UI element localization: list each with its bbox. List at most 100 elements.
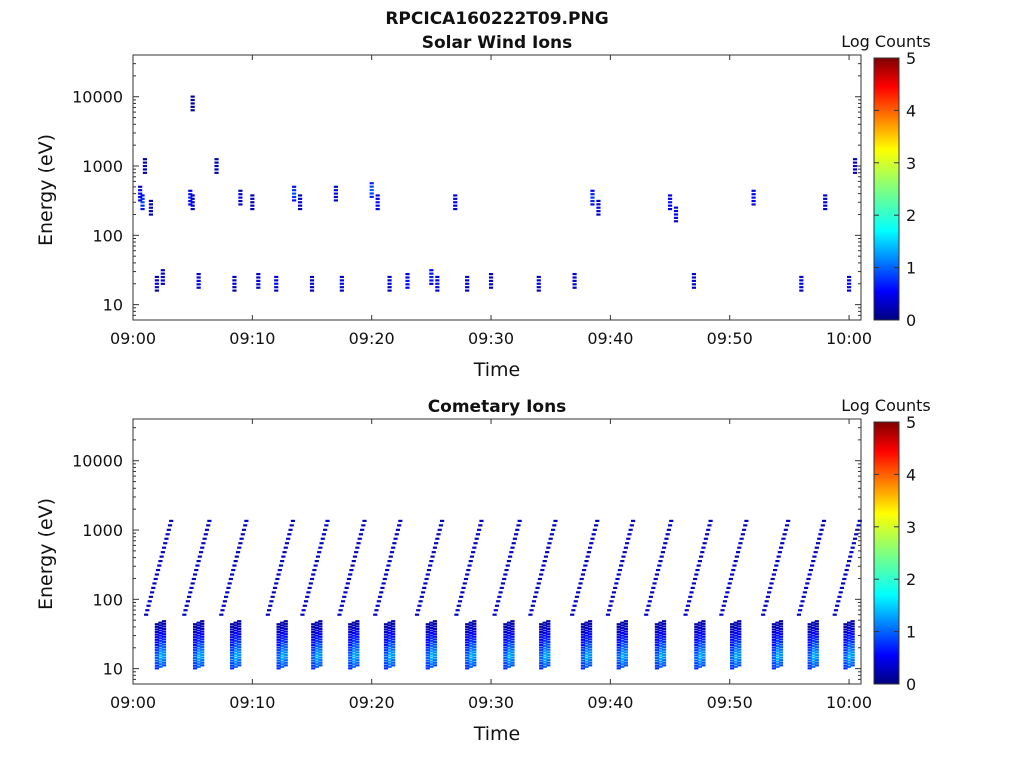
- heatmap-cell: [687, 600, 692, 603]
- heatmap-cell: [654, 651, 660, 654]
- heatmap-cell: [229, 625, 235, 628]
- heatmap-cell: [235, 551, 241, 554]
- heatmap-cell: [432, 648, 438, 651]
- heatmap-cell: [256, 272, 261, 276]
- heatmap-cell: [385, 568, 390, 572]
- heatmap-cell: [196, 286, 201, 289]
- heatmap-cell: [539, 630, 544, 634]
- heatmap-cell: [620, 560, 625, 563]
- heatmap-cell: [472, 633, 477, 636]
- heatmap-cell: [539, 662, 544, 665]
- heatmap-cell: [158, 663, 163, 666]
- heatmap-cell: [510, 625, 515, 628]
- x-tick-label: 09:50: [707, 693, 753, 712]
- heatmap-cell: [276, 667, 281, 670]
- heatmap-cell: [351, 652, 356, 655]
- heatmap-cell: [510, 620, 515, 623]
- heatmap-cell: [506, 650, 512, 653]
- heatmap-cell: [256, 276, 261, 279]
- heatmap-cell: [214, 168, 219, 171]
- x-tick-label: 09:10: [229, 693, 275, 712]
- heatmap-cell: [546, 622, 551, 625]
- heatmap-cell: [200, 633, 205, 636]
- heatmap-cell: [237, 661, 242, 664]
- heatmap-cell: [200, 620, 205, 623]
- heatmap-cell: [351, 644, 356, 648]
- heatmap-cell: [383, 649, 389, 652]
- heatmap-cell: [588, 638, 593, 641]
- heatmap-cell: [465, 649, 470, 652]
- heatmap-cell: [309, 577, 315, 581]
- heatmap-cell: [387, 660, 392, 663]
- heatmap-cell: [843, 651, 848, 654]
- heatmap-cell: [811, 621, 816, 624]
- heatmap-cell: [233, 560, 238, 563]
- heatmap-cell: [280, 621, 285, 624]
- heatmap-cell: [477, 528, 482, 531]
- heatmap-cell: [590, 203, 595, 206]
- heatmap-cell: [161, 659, 167, 662]
- heatmap-cell: [472, 656, 477, 659]
- heatmap-cell: [540, 568, 545, 572]
- heatmap-cell: [580, 654, 586, 657]
- heatmap-cell: [514, 533, 519, 536]
- heatmap-cell: [778, 664, 784, 667]
- heatmap-cell: [694, 643, 699, 647]
- heatmap-cell: [163, 542, 168, 545]
- heatmap-cell: [850, 640, 855, 644]
- heatmap-cell: [465, 651, 470, 654]
- heatmap-cell: [355, 664, 360, 667]
- heatmap-cell: [694, 651, 699, 654]
- heatmap-cell: [472, 627, 477, 631]
- heatmap-cell: [580, 664, 586, 667]
- heatmap-cell: [429, 642, 434, 645]
- heatmap-cell: [815, 542, 821, 545]
- plot-frame: [132, 54, 862, 321]
- heatmap-cell: [658, 655, 663, 658]
- heatmap-cell: [430, 555, 435, 558]
- heatmap-cell: [465, 643, 470, 647]
- heatmap-cell: [383, 667, 389, 670]
- heatmap-cell: [265, 613, 270, 616]
- heatmap-cell: [661, 625, 667, 628]
- heatmap-cell: [619, 564, 624, 567]
- heatmap-cell: [733, 560, 738, 563]
- heatmap-cell: [465, 286, 470, 289]
- heatmap-cell: [161, 635, 167, 638]
- heatmap-cell: [814, 546, 819, 549]
- heatmap-cell: [654, 628, 660, 631]
- heatmap-cell: [623, 620, 628, 623]
- heatmap-cell: [425, 662, 430, 665]
- heatmap-cell: [233, 624, 238, 627]
- heatmap-cell: [588, 625, 593, 628]
- heatmap-cell: [275, 577, 280, 581]
- heatmap-cell: [250, 207, 255, 211]
- heatmap-cell: [623, 659, 628, 662]
- heatmap-cell: [391, 546, 396, 549]
- heatmap-cell: [465, 630, 470, 634]
- heatmap-cell: [809, 564, 815, 567]
- y-tick-label: 100: [92, 590, 123, 609]
- heatmap-cell: [781, 537, 786, 540]
- heatmap-cell: [161, 620, 167, 623]
- heatmap-cell: [730, 662, 735, 665]
- heatmap-cell: [276, 643, 281, 647]
- heatmap-cell: [584, 665, 589, 668]
- heatmap-cell: [775, 655, 780, 658]
- heatmap-cell: [623, 622, 628, 625]
- heatmap-cell: [348, 649, 353, 652]
- heatmap-cell: [807, 636, 812, 639]
- heatmap-cell: [818, 533, 823, 536]
- heatmap-cell: [817, 537, 822, 540]
- heatmap-cell: [233, 626, 238, 629]
- heatmap-cell: [167, 524, 173, 527]
- heatmap-cell: [318, 653, 323, 657]
- plot-frame: [132, 418, 862, 685]
- heatmap-cell: [154, 656, 159, 660]
- heatmap-cell: [429, 655, 434, 658]
- heatmap-cell: [814, 659, 819, 662]
- heatmap-cell: [472, 646, 477, 649]
- heatmap-cell: [231, 568, 236, 572]
- heatmap-cell: [697, 624, 702, 627]
- heatmap-cell: [274, 289, 279, 292]
